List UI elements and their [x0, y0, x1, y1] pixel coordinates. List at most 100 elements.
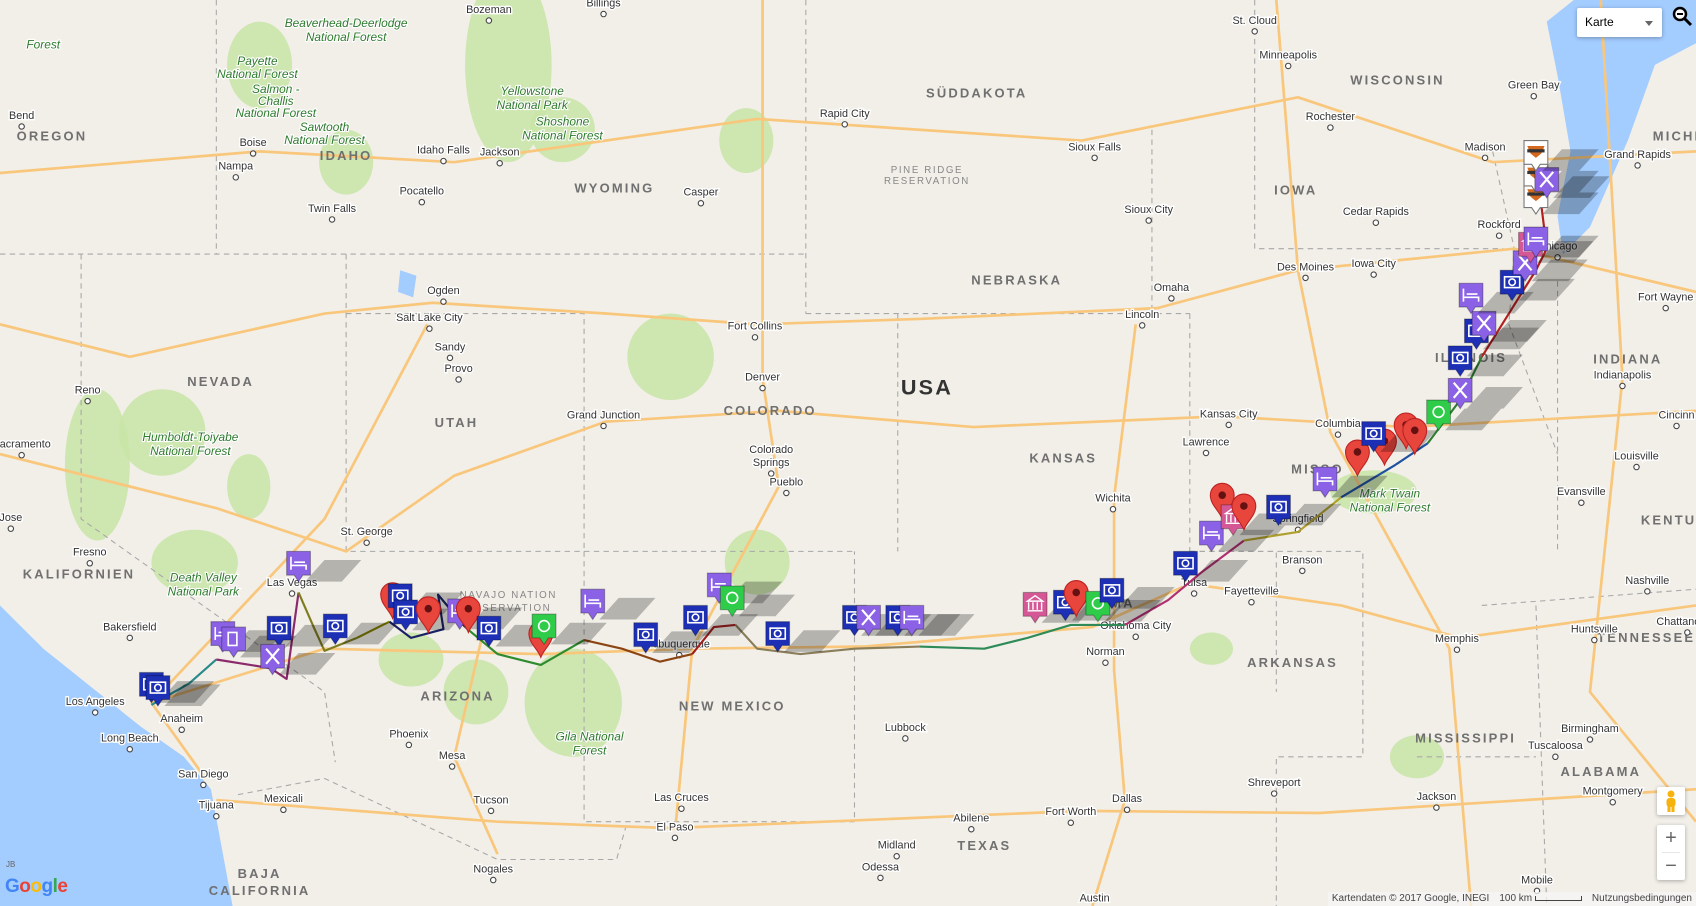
map-pin-icon — [1209, 482, 1235, 521]
camera-lens — [691, 613, 700, 622]
camera-marker[interactable] — [145, 675, 221, 707]
camera-marker[interactable] — [1447, 345, 1523, 378]
google-logo[interactable]: Google — [5, 876, 68, 897]
map-type-dropdown[interactable]: Karte — [1577, 8, 1662, 37]
zoom-out-magnifier-icon[interactable] — [1672, 6, 1694, 28]
green-marker[interactable] — [1426, 399, 1502, 432]
attribution-bar: Kartendaten © 2017 Google, INEGI 100 km … — [1327, 892, 1696, 906]
bed-icon — [1203, 526, 1220, 540]
marker-pin — [260, 643, 286, 676]
zoom-out-button[interactable]: − — [1665, 855, 1677, 877]
scale-bar[interactable]: 100 km — [1499, 892, 1582, 906]
bed-marker[interactable] — [1523, 226, 1599, 259]
city-dot — [751, 334, 759, 341]
camera-marker[interactable] — [322, 613, 399, 646]
green-marker[interactable] — [719, 585, 795, 618]
state-border — [1481, 588, 1696, 606]
bed-marker[interactable] — [899, 604, 975, 637]
city-dot — [1644, 588, 1651, 595]
marker-pin — [856, 604, 881, 637]
pacific-ocean — [0, 605, 233, 906]
park-label: National Forest — [217, 67, 298, 81]
camera-lens — [1508, 278, 1517, 287]
city-label: Ogden — [427, 285, 459, 297]
fork-marker[interactable] — [1471, 310, 1547, 343]
city-dot — [328, 216, 336, 223]
marker-shadow — [550, 622, 607, 645]
map-type-selected: Karte — [1585, 15, 1614, 29]
marker-pin — [1471, 310, 1497, 343]
camera-marker[interactable] — [1099, 577, 1175, 610]
red-pin-marker[interactable] — [1231, 493, 1257, 532]
highway — [1091, 324, 1138, 906]
red-pin-marker[interactable] — [455, 596, 481, 635]
state-label: BAJA — [238, 866, 282, 881]
country-label: USA — [901, 375, 953, 400]
city-dot — [1552, 753, 1559, 761]
park-label: Forest — [573, 744, 607, 758]
bed-marker[interactable] — [580, 588, 656, 621]
camera-marker[interactable] — [633, 622, 709, 654]
city-dot — [1619, 382, 1626, 390]
state-label: KANSAS — [1029, 451, 1097, 466]
bed-marker[interactable] — [1458, 282, 1534, 315]
fork-marker[interactable] — [1534, 167, 1610, 199]
city-label: Branson — [1282, 554, 1322, 566]
fork-marker[interactable] — [1447, 377, 1523, 410]
red-pin-marker[interactable] — [1063, 580, 1089, 618]
park-label: National Forest — [284, 133, 365, 147]
city-label: Rockford — [1478, 219, 1521, 231]
marker-pin — [1312, 466, 1338, 499]
pin-dot — [1240, 502, 1248, 510]
city-dot — [1554, 254, 1561, 261]
city-dot — [178, 726, 185, 734]
city-label: Colorado — [749, 444, 793, 456]
park-label: Gila National — [555, 730, 623, 744]
city-dot — [1102, 659, 1109, 666]
camera-marker[interactable] — [1266, 494, 1342, 527]
city-label: Louisville — [1614, 450, 1658, 462]
red-pin-marker[interactable] — [1402, 417, 1428, 456]
park-label: National Forest — [522, 128, 603, 142]
golf-icon — [1091, 597, 1105, 610]
red-pin-marker[interactable] — [1209, 482, 1235, 521]
route-segment — [356, 620, 390, 639]
red-pin-marker[interactable] — [415, 596, 441, 635]
camera-marker[interactable] — [765, 621, 841, 653]
camera-marker[interactable] — [683, 604, 759, 637]
marker-shadow — [1553, 176, 1610, 198]
park-area — [443, 659, 509, 725]
city-dot — [1684, 629, 1691, 636]
marker-shadow — [341, 622, 399, 645]
city-label: Bozeman — [466, 4, 512, 16]
bed-marker[interactable] — [1312, 466, 1388, 499]
fork-marker[interactable] — [260, 643, 336, 676]
marker-shadow — [599, 597, 656, 620]
city-label: Madison — [1465, 141, 1506, 153]
red-pin-marker[interactable] — [1345, 439, 1370, 478]
city-dot — [1091, 154, 1098, 162]
city-dot — [1168, 295, 1175, 302]
park-area — [378, 632, 444, 687]
terms-link[interactable]: Nutzungsbedingungen — [1591, 893, 1692, 904]
pin-dot — [1353, 448, 1362, 456]
highway — [0, 409, 1696, 553]
marker-pin — [1426, 399, 1452, 432]
route-segment — [919, 623, 1125, 650]
harley-marker[interactable] — [1523, 140, 1599, 172]
reservation-label: PINE RIDGE — [891, 165, 963, 176]
highway — [0, 95, 1696, 175]
zoom-in-button[interactable]: + — [1665, 827, 1677, 849]
highway — [151, 582, 1696, 705]
bed-marker[interactable] — [1198, 520, 1275, 553]
map-data-attribution[interactable]: Kartendaten © 2017 Google, INEGI — [1331, 893, 1490, 904]
marker-shadow — [1542, 235, 1599, 258]
green-marker[interactable] — [531, 613, 607, 646]
street-view-pegman[interactable] — [1657, 787, 1685, 815]
city-label: Austin — [1080, 893, 1110, 905]
city-dot — [1299, 567, 1306, 575]
camera-marker[interactable] — [1173, 550, 1249, 583]
bed-marker[interactable] — [286, 550, 362, 583]
